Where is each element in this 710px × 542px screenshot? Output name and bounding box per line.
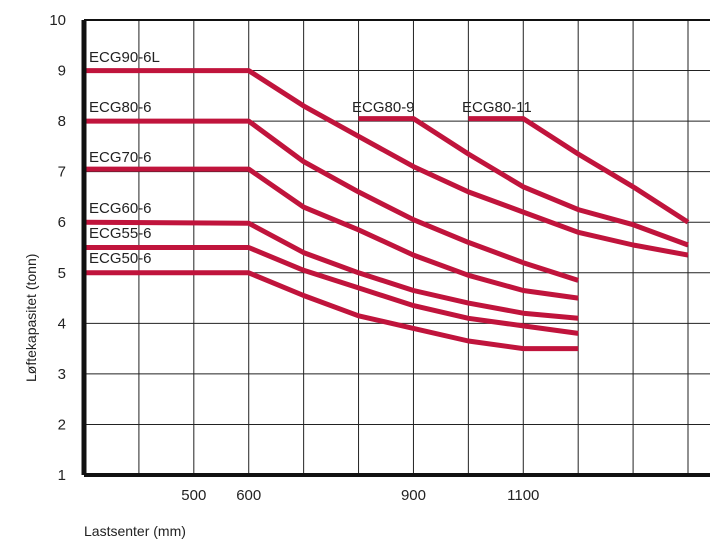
x-tick-label-600: 600 (236, 487, 261, 504)
y-tick-label-5: 5 (58, 265, 66, 282)
y-tick-label-2: 2 (58, 416, 66, 433)
series-label-ecg80-9: ECG80-9 (352, 99, 415, 116)
series-line-ecg80-9 (358, 116, 689, 248)
x-axis-label: Lastsenter (mm) (84, 523, 186, 539)
y-axis-label: Løftekapasitet (tonn) (23, 254, 39, 382)
x-tick-label-900: 900 (401, 487, 426, 504)
y-tick-label-9: 9 (58, 63, 66, 80)
series-line-ecg70-6 (84, 166, 579, 301)
label-layer: ECG90-6L ECG80-6 ECG80-9 ECG80-11 ECG70-… (89, 49, 532, 267)
series-label-ecg80-6: ECG80-6 (89, 99, 152, 116)
y-tick-label-3: 3 (58, 366, 66, 383)
y-tick-label-10: 10 (49, 12, 66, 29)
x-tick-label-1100: 1100 (507, 487, 539, 504)
y-tick-label-8: 8 (58, 113, 66, 130)
series-line-ecg60-6 (83, 219, 579, 321)
series-line-ecg55-6 (84, 245, 579, 336)
y-tick-label-7: 7 (58, 164, 66, 181)
series-line-ecg80-11 (468, 116, 690, 225)
axes-layer (81, 19, 710, 477)
series-label-ecg70-6: ECG70-6 (89, 149, 152, 166)
y-tick-label-1: 1 (58, 467, 66, 484)
series-label-ecg90-6l: ECG90-6L (89, 49, 160, 66)
series-line-ecg80-6 (84, 118, 579, 283)
series-label-ecg55-6: ECG55-6 (89, 225, 152, 242)
series-line-ecg90-6l (84, 68, 689, 258)
tick-layer: 1 2 3 4 5 6 7 8 9 10 500 600 900 1100 (49, 12, 539, 504)
series-label-ecg80-11: ECG80-11 (462, 99, 532, 116)
y-tick-label-6: 6 (58, 214, 66, 231)
x-tick-label-500: 500 (181, 487, 206, 504)
y-tick-label-4: 4 (58, 315, 66, 332)
series-layer (83, 68, 690, 352)
series-label-ecg60-6: ECG60-6 (89, 200, 152, 217)
series-label-ecg50-6: ECG50-6 (89, 250, 152, 267)
series-line-ecg50-6 (84, 270, 579, 352)
grid-layer (84, 19, 710, 475)
